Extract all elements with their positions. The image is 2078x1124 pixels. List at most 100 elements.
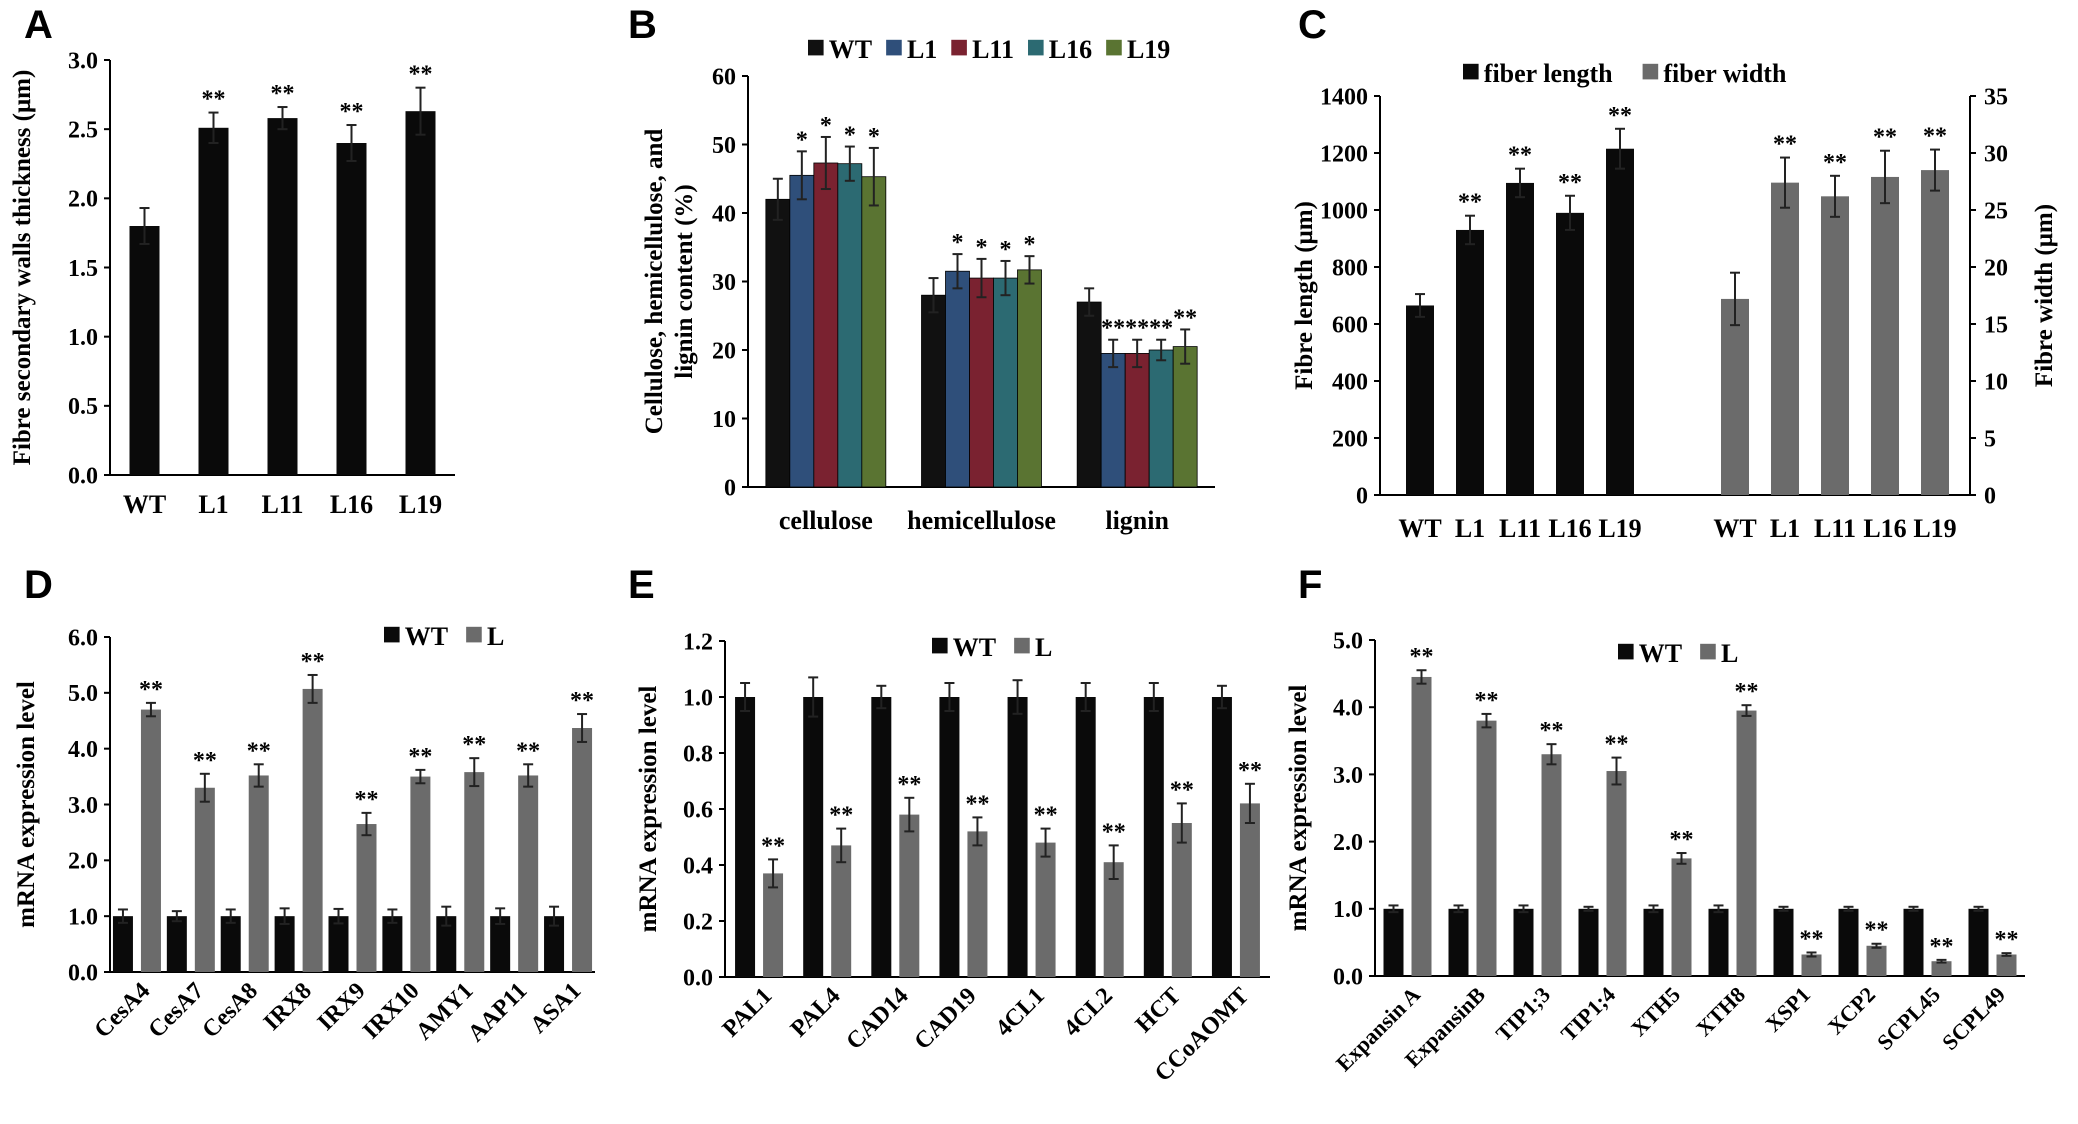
- significance-mark: *: [844, 123, 856, 149]
- bar-b-hemicellulose-L16: [993, 277, 1018, 488]
- bar-e-CAD19-L: [967, 831, 988, 977]
- chart-c-y-left-tick-label: 1400: [1320, 84, 1368, 110]
- legend-swatch: [951, 39, 967, 56]
- bar-e-PAL4-L: [831, 845, 852, 977]
- x-tick-label: L1: [1455, 514, 1485, 543]
- significance-mark: *: [976, 235, 988, 261]
- chart-e-y-tick-label: 0.0: [683, 965, 713, 991]
- bar-b-cellulose-L16: [837, 163, 863, 488]
- x-tick-label: TIP1;4: [1556, 982, 1620, 1046]
- significance-mark: **: [271, 81, 295, 107]
- x-tick-label: L19: [1913, 514, 1956, 543]
- significance-mark: **: [1173, 305, 1197, 331]
- significance-mark: **: [301, 649, 325, 675]
- significance-mark: *: [796, 127, 808, 153]
- significance-mark: **: [1923, 124, 1947, 150]
- x-tick-label: L19: [399, 490, 442, 519]
- bar-b-cellulose-L1: [789, 174, 815, 488]
- bar-c-length-L19: [1606, 148, 1634, 495]
- chart-b-y-tick-label: 40: [712, 201, 736, 227]
- y-axis-title: mRNA expression level: [635, 686, 662, 933]
- bar-c-length-L1: [1456, 229, 1484, 495]
- panel-label-c: C: [1298, 3, 1327, 47]
- bar-f-XTH8-L: [1736, 710, 1757, 976]
- significance-mark: **: [1125, 316, 1149, 342]
- bar-e-HCT-L: [1171, 823, 1192, 977]
- bar-f-XSP1-WT: [1773, 908, 1794, 976]
- bar-a-L19: [405, 111, 436, 475]
- significance-mark: **: [193, 748, 217, 774]
- chart-a-y-tick-label: 0.0: [68, 463, 98, 489]
- bar-e-CAD14-L: [899, 814, 920, 977]
- bar-f-Expansin A-WT: [1383, 908, 1404, 976]
- x-tick-label: WT: [1713, 514, 1756, 543]
- bar-f-SCPL49-WT: [1968, 908, 1989, 976]
- bar-b-cellulose-L11: [813, 162, 839, 488]
- bar-f-XCP2-L: [1866, 945, 1887, 976]
- significance-mark: **: [1475, 688, 1499, 714]
- x-tick-label: CAD14: [841, 983, 913, 1055]
- significance-mark: **: [1558, 170, 1582, 196]
- significance-mark: *: [952, 230, 964, 256]
- bar-e-CAD14-WT: [871, 697, 892, 977]
- x-tick-label: XCP2: [1823, 982, 1880, 1039]
- chart-c-y-left-tick-label: 0: [1356, 483, 1368, 509]
- bar-f-TIP1;4-WT: [1578, 908, 1599, 976]
- bar-e-4CL1-L: [1035, 842, 1056, 977]
- significance-mark: **: [1873, 125, 1897, 151]
- bar-f-ExpansinB-L: [1476, 720, 1497, 976]
- chart-f-y-tick-label: 5.0: [1333, 628, 1363, 654]
- x-tick-label: SCPL49: [1937, 982, 2010, 1055]
- significance-mark: **: [1508, 143, 1532, 169]
- legend-label: WT: [405, 622, 448, 651]
- chart-a-y-tick-label: 0.5: [68, 394, 98, 420]
- x-tick-label: PAL4: [786, 983, 846, 1043]
- x-tick-label: CAD19: [910, 983, 982, 1055]
- significance-mark: **: [1773, 132, 1797, 158]
- significance-mark: **: [1102, 819, 1126, 845]
- significance-mark: *: [1000, 237, 1012, 263]
- bar-b-lignin-L19: [1172, 346, 1198, 488]
- x-tick-label: L19: [1598, 514, 1641, 543]
- chart-d: 0.0 1.0 2.0 3.0 4.0 5.0 6.0 ** CesA4 ** CesA7 ** Ces…: [13, 622, 595, 1047]
- bar-d-ASA1-WT: [544, 916, 565, 972]
- bar-f-XTH5-L: [1671, 858, 1692, 976]
- legend-label: fiber length: [1484, 59, 1613, 88]
- bar-c-width-L11: [1821, 196, 1849, 495]
- legend-label: L: [487, 622, 504, 651]
- legend-label: L19: [1127, 35, 1170, 64]
- legend-label: L16: [1049, 35, 1092, 64]
- chart-f: 0.01.02.03.04.05.0**Expansin A**Expansin…: [1285, 628, 2025, 1076]
- chart-d-y-tick-label: 2.0: [68, 849, 98, 875]
- bar-d-AMY1-L: [464, 772, 485, 972]
- panel-label-d: D: [24, 563, 53, 607]
- bar-c-length-L16: [1556, 212, 1584, 495]
- significance-mark: **: [409, 62, 433, 88]
- chart-a-y-tick-label: 2.0: [68, 187, 98, 213]
- bar-c-width-L19: [1921, 170, 1949, 495]
- bar-e-4CL1-WT: [1007, 697, 1028, 977]
- x-tick-label: hemicellulose: [907, 506, 1056, 535]
- legend-swatch: [1700, 643, 1716, 660]
- x-tick-label: lignin: [1105, 506, 1169, 535]
- bar-c-width-L1: [1771, 182, 1799, 495]
- bar-e-CAD19-WT: [939, 697, 960, 977]
- y-axis-title-line-2: lignin content (%): [671, 184, 698, 378]
- y-axis-title-line-1: Cellulose, hemicellulose, and: [641, 129, 668, 435]
- significance-mark: **: [1410, 644, 1434, 670]
- bar-d-IRX9-L: [356, 824, 377, 972]
- significance-mark: **: [1034, 803, 1058, 829]
- legend-swatch: [1642, 63, 1659, 80]
- bar-f-XTH5-WT: [1643, 908, 1664, 976]
- significance-mark: **: [1823, 150, 1847, 176]
- significance-mark: **: [247, 738, 271, 764]
- legend-swatch: [1014, 637, 1030, 654]
- chart-b-y-tick-label: 60: [712, 64, 736, 90]
- legend-label: L: [1721, 639, 1738, 668]
- bar-f-TIP1;3-L: [1541, 754, 1562, 976]
- legend-swatch: [466, 626, 482, 643]
- x-tick-label: PAL1: [718, 983, 778, 1043]
- bar-f-SCPL45-WT: [1903, 908, 1924, 976]
- bar-f-ExpansinB-WT: [1448, 908, 1469, 976]
